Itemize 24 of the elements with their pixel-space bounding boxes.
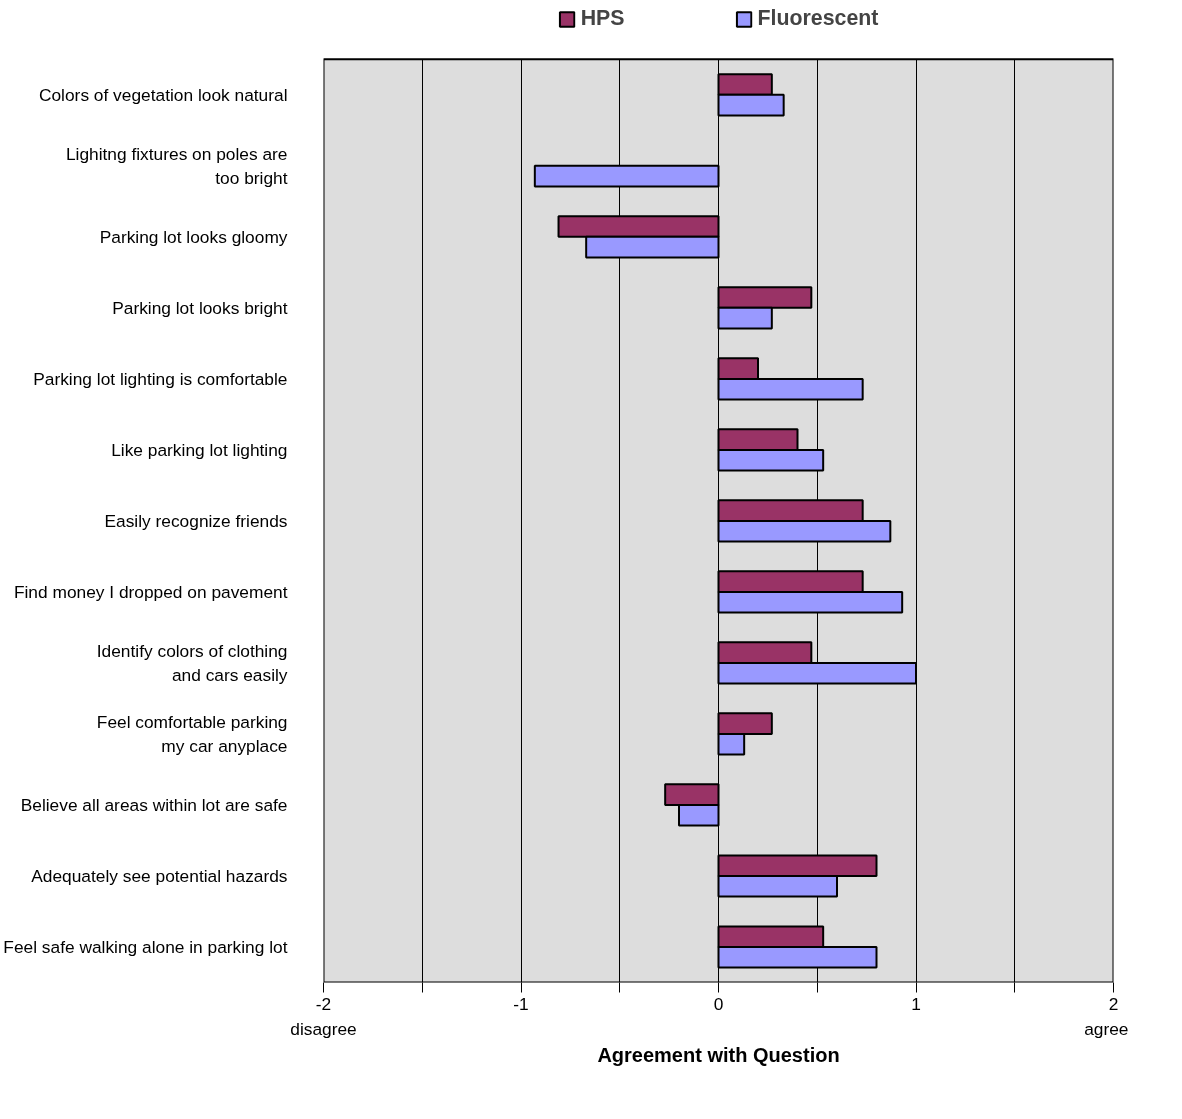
legend-label: Fluorescent [757, 6, 879, 31]
x-tick-label: -1 [513, 993, 529, 1014]
x-tick-label: 1 [911, 993, 921, 1014]
text: agree [1084, 1018, 1129, 1039]
y-tick-label: Feel comfortable parking my car anyplace [96, 711, 288, 756]
y-tick-label: Adequately see potential hazards [31, 865, 288, 886]
y-tick-label: Parking lot looks gloomy [99, 226, 288, 247]
y-tick-label: Parking lot looks bright [112, 297, 288, 318]
text: disagree [290, 1018, 357, 1039]
y-tick-label: Easily recognize friends [104, 510, 288, 531]
y-tick-label: Like parking lot lighting [111, 439, 288, 460]
y-tick-label: Lighitng fixtures on poles are too bright [65, 143, 288, 188]
x-axis-title: Agreement with Question [597, 1043, 840, 1066]
legend-label: HPS [580, 6, 625, 31]
y-tick-label: Parking lot lighting is comfortable [33, 368, 288, 389]
y-tick-label: Colors of vegetation look natural [38, 84, 288, 105]
y-tick-label: Identify colors of clothing and cars easily [96, 640, 288, 685]
y-tick-label: Believe all areas within lot are safe [20, 794, 288, 815]
bar [533, 164, 720, 188]
x-tick-label: 2 [1108, 993, 1119, 1014]
x-tick-label: 0 [713, 993, 724, 1014]
y-tick-label: Feel safe walking alone in parking lot [3, 936, 288, 957]
x-tick-label: -2 [315, 993, 332, 1014]
y-tick-label: Find money I dropped on pavement [13, 581, 288, 602]
